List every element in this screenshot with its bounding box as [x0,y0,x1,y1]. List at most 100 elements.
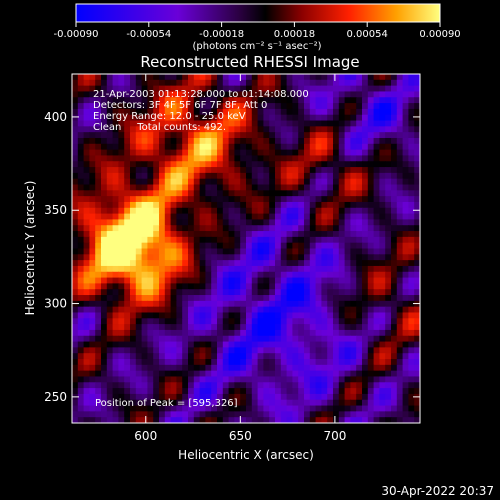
heatmap-cell [95,155,102,162]
heatmap-cell [350,219,357,226]
heatmap-cell [304,411,311,418]
heatmap-cell [95,103,102,110]
heatmap-cell [95,225,102,232]
heatmap-cell [106,399,114,407]
heatmap-cell [153,231,160,238]
heatmap-cell [275,405,282,412]
heatmap-cell [124,132,131,139]
heatmap-cell [251,312,259,319]
heatmap-cell [77,324,85,331]
heatmap-cell [396,248,404,255]
heatmap-cell [275,167,282,174]
heatmap-cell [321,114,328,122]
heatmap-cell [275,120,282,127]
heatmap-cell [153,399,160,407]
heatmap-cell [373,143,380,151]
heatmap-cell [286,289,293,296]
heatmap-cell [182,306,189,314]
heatmap-cell [234,231,241,238]
heatmap-cell [414,219,420,226]
heatmap-cell [222,242,230,250]
heatmap-cell [147,388,154,395]
heatmap-cell [135,120,143,127]
heatmap-cell [396,132,404,139]
heatmap-cell [350,236,357,244]
heatmap-cell [321,85,328,93]
heatmap-cell [251,91,259,98]
heatmap-cell [170,271,177,279]
heatmap-cell [257,167,264,174]
heatmap-cell [199,300,206,308]
heatmap-cell [367,242,375,250]
heatmap-cell [333,97,340,104]
heatmap-cell [362,225,369,232]
heatmap-cell [124,295,131,302]
heatmap-cell [327,341,334,348]
heatmap-cell [106,382,114,389]
heatmap-cell [356,126,363,133]
heatmap-cell [234,201,241,209]
heatmap-cell [176,213,183,221]
heatmap-cell [234,364,241,372]
heatmap-cell [77,341,85,348]
heatmap-cell [217,126,224,133]
heatmap-cell [118,341,125,348]
heatmap-cell [333,393,340,401]
heatmap-cell [402,417,409,423]
heatmap-cell [257,353,264,360]
heatmap-cell [188,97,195,104]
heatmap-cell [141,114,148,122]
heatmap-cell [159,318,166,325]
heatmap-cell [188,143,195,151]
heatmap-cell [391,283,398,290]
heatmap-cell [170,283,177,290]
heatmap-cell [402,213,409,221]
heatmap-cell [130,225,137,232]
heatmap-cell [176,329,183,337]
heatmap-cell [211,260,218,267]
heatmap-cell [205,399,212,407]
heatmap-cell [251,399,259,407]
heatmap-cell [396,399,404,407]
heatmap-cell [257,312,264,319]
heatmap-cell [338,85,346,93]
heatmap-cell [333,196,340,203]
heatmap-cell [95,283,102,290]
heatmap-cell [211,225,218,232]
heatmap-cell [240,184,247,191]
heatmap-cell [112,74,119,81]
heatmap-cell [141,79,148,87]
heatmap-cell [385,341,392,348]
heatmap-cell [321,219,328,226]
heatmap-cell [77,137,85,145]
heatmap-cell [356,231,363,238]
heatmap-cell [275,335,282,343]
heatmap-cell [263,137,270,145]
heatmap-cell [205,306,212,314]
heatmap-cell [147,312,154,319]
heatmap-cell [164,260,172,267]
heatmap-cell [141,405,148,412]
heatmap-cell [135,149,143,157]
heatmap-cell [217,399,224,407]
heatmap-cell [193,85,201,93]
heatmap-cell [304,120,311,127]
heatmap-cell [199,190,206,197]
heatmap-cell [402,155,409,162]
heatmap-cell [72,236,79,244]
heatmap-cell [240,225,247,232]
heatmap-cell [101,359,108,366]
heatmap-cell [269,329,276,337]
heatmap-cell [234,347,241,354]
heatmap-cell [159,114,166,122]
heatmap-cell [77,184,85,191]
heatmap-cell [199,114,206,122]
heatmap-cell [309,417,317,423]
heatmap-cell [95,161,102,168]
heatmap-cell [89,155,96,162]
heatmap-cell [159,242,166,250]
heatmap-cell [280,364,288,372]
heatmap-cell [101,178,108,186]
heatmap-cell [222,167,230,174]
heatmap-cell [217,103,224,110]
